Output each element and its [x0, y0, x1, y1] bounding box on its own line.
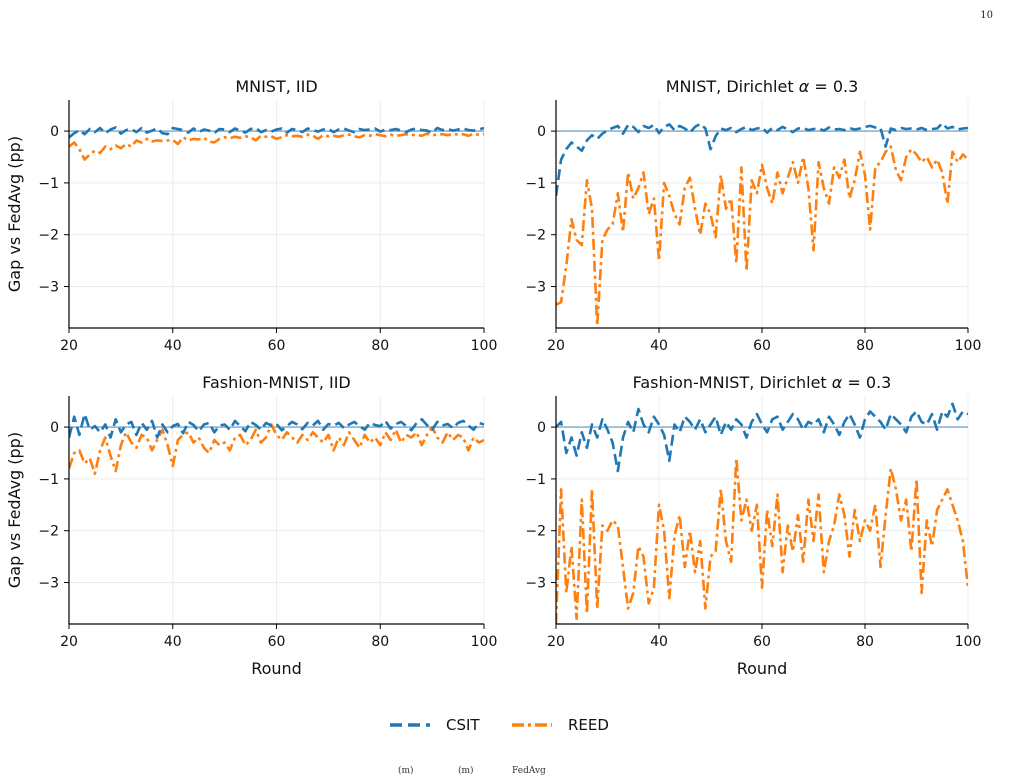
y-tick-label: −1: [525, 176, 546, 192]
panel-title: Fashion-MNIST, IID: [202, 373, 351, 392]
x-tick-label: 80: [856, 634, 874, 650]
x-tick-label: 80: [371, 338, 389, 354]
panel-title: Fashion-MNIST, Dirichlet α = 0.3: [633, 373, 892, 392]
legend-swatch-reed: [512, 723, 552, 727]
series-line-reed: [556, 456, 968, 624]
x-tick-label: 40: [650, 338, 668, 354]
x-tick-label: 40: [164, 338, 182, 354]
x-tick-label: 100: [471, 338, 498, 354]
legend-item-csit: CSIT: [388, 714, 480, 736]
footer-fragment-3: FedAvg: [512, 766, 546, 776]
x-axis-label: Round: [737, 659, 788, 678]
y-tick-label: −1: [38, 472, 59, 488]
y-tick-label: 0: [537, 124, 546, 140]
footer-fragment: (m) (m) FedAvg: [0, 766, 1015, 779]
footer-fragment-2: (m): [458, 766, 474, 776]
legend-swatch-csit: [390, 723, 430, 727]
x-tick-label: 60: [268, 338, 286, 354]
x-tick-label: 20: [547, 338, 565, 354]
series-line-csit: [69, 126, 484, 139]
x-tick-label: 80: [856, 338, 874, 354]
page-number: 10: [980, 10, 993, 21]
y-axis-label: Gap vs FedAvg (pp): [5, 136, 24, 292]
series-line-csit: [69, 412, 484, 439]
x-tick-label: 60: [268, 634, 286, 650]
legend: CSIT REED: [0, 710, 1015, 740]
legend-label-csit: CSIT: [446, 716, 480, 734]
y-tick-label: −3: [38, 576, 59, 592]
x-tick-label: 40: [164, 634, 182, 650]
y-tick-label: −3: [525, 280, 546, 296]
panel-title: MNIST, IID: [235, 77, 317, 96]
x-tick-label: 100: [955, 634, 982, 650]
x-tick-label: 60: [753, 634, 771, 650]
y-tick-label: −1: [38, 176, 59, 192]
y-tick-label: −2: [38, 524, 59, 540]
figure-canvas: 20 40 60 80 100 0 −1 −2 −3 MNIST, IID Gap vs FedAv…: [5, 77, 982, 678]
y-tick-label: −3: [38, 280, 59, 296]
series-line-csit: [556, 402, 968, 473]
y-tick-label: −3: [525, 576, 546, 592]
x-tick-label: 100: [471, 634, 498, 650]
y-tick-label: −1: [525, 472, 546, 488]
x-tick-label: 20: [547, 634, 565, 650]
x-axis-label: Round: [251, 659, 302, 678]
x-tick-label: 20: [60, 634, 78, 650]
x-tick-label: 60: [753, 338, 771, 354]
series-line-reed: [69, 423, 484, 476]
y-tick-label: −2: [38, 228, 59, 244]
x-tick-label: 40: [650, 634, 668, 650]
y-tick-label: −2: [525, 228, 546, 244]
y-axis-label: Gap vs FedAvg (pp): [5, 432, 24, 588]
footer-fragment-1: (m): [398, 766, 414, 776]
y-tick-label: 0: [537, 420, 546, 436]
panel-title: MNIST, Dirichlet α = 0.3: [666, 77, 859, 96]
series-line-reed: [556, 145, 968, 327]
series-line-reed: [69, 132, 484, 161]
legend-item-reed: REED: [510, 714, 609, 736]
x-tick-label: 20: [60, 338, 78, 354]
x-tick-label: 80: [371, 634, 389, 650]
series-line-csit: [556, 122, 968, 197]
legend-label-reed: REED: [568, 716, 609, 734]
y-tick-label: 0: [50, 420, 59, 436]
x-tick-label: 100: [955, 338, 982, 354]
y-tick-label: 0: [50, 124, 59, 140]
y-tick-label: −2: [525, 524, 546, 540]
